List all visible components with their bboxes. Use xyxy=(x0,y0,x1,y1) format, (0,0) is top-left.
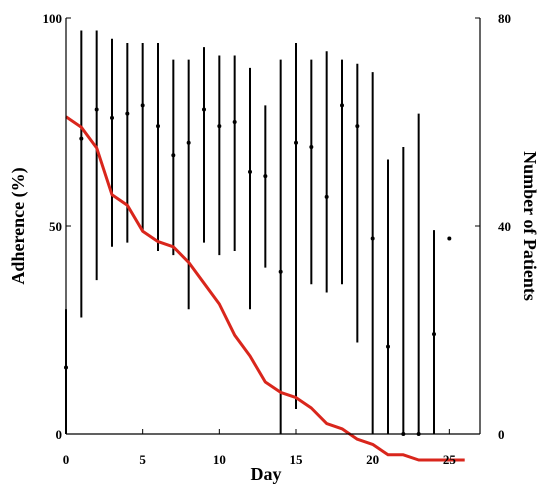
mean-point xyxy=(263,174,268,179)
mean-point xyxy=(125,111,130,116)
mean-point xyxy=(309,144,314,149)
mean-point xyxy=(156,124,160,129)
tick-labels: 0 5 10 15 20 25 0 50 100 0 40 80 xyxy=(43,11,512,467)
y-right-tick-label: 80 xyxy=(498,11,511,26)
mean-point xyxy=(171,153,176,158)
mean-point xyxy=(232,120,237,124)
y-right-tick-label: 40 xyxy=(498,219,511,234)
mean-point xyxy=(186,140,191,145)
mean-point xyxy=(370,236,375,241)
mean-point xyxy=(294,140,298,145)
mean-point xyxy=(110,115,114,120)
x-tick-label: 25 xyxy=(443,452,457,467)
y-axis-right-title: Number of Patients xyxy=(520,151,540,301)
mean-point xyxy=(278,269,283,274)
mean-point xyxy=(79,136,84,141)
mean-point xyxy=(217,124,222,129)
mean-point xyxy=(340,103,344,108)
x-tick-label: 20 xyxy=(366,452,379,467)
mean-point xyxy=(386,344,390,349)
mean-point xyxy=(248,169,252,174)
x-tick-label: 5 xyxy=(139,452,146,467)
y-left-tick-label: 0 xyxy=(56,427,63,442)
mean-point xyxy=(94,107,99,112)
error-bar-series xyxy=(64,30,452,436)
x-axis-title: Day xyxy=(251,464,282,484)
y-left-tick-label: 50 xyxy=(49,219,62,234)
mean-point xyxy=(140,103,145,108)
mean-point xyxy=(432,332,436,337)
mean-point xyxy=(355,124,360,129)
y-left-tick-label: 100 xyxy=(43,11,63,26)
mean-point xyxy=(324,194,329,199)
y-right-tick-label: 0 xyxy=(498,427,505,442)
patients-line xyxy=(65,115,465,462)
axes xyxy=(65,17,481,435)
mean-point xyxy=(202,107,206,112)
x-tick-label: 10 xyxy=(213,452,226,467)
mean-point xyxy=(447,236,452,241)
y-axis-left-title: Adherence (%) xyxy=(8,167,29,284)
x-tick-label: 15 xyxy=(290,452,304,467)
patients-line-series xyxy=(65,115,465,462)
x-tick-label: 0 xyxy=(63,452,70,467)
